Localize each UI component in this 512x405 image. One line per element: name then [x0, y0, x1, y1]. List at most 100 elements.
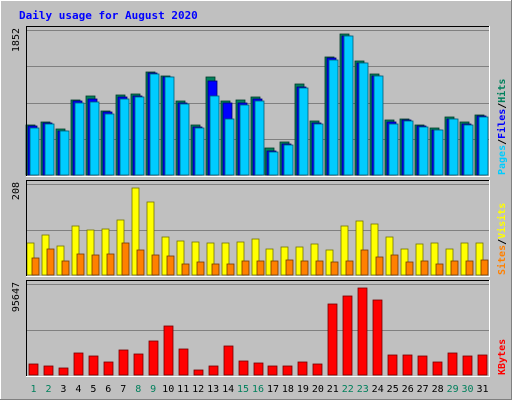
legend-visits_sites: Sites/Visits	[496, 203, 508, 275]
bar-pages-day-21	[328, 59, 339, 176]
legend-entry-files: Files	[496, 109, 508, 139]
bar-visits-day-22	[340, 225, 349, 276]
x-tick-label-day-11: 11	[177, 384, 189, 395]
x-tick-label-day-1: 1	[30, 384, 36, 395]
bar-sites-day-23	[360, 249, 369, 276]
bar-pages-day-15	[239, 104, 250, 176]
bar-sites-day-25	[390, 254, 399, 276]
bar-kbytes-day-4	[73, 352, 84, 376]
bar-pages-day-19	[298, 87, 309, 176]
bar-pages-day-17	[268, 151, 279, 176]
panel-visits_sites: 208 Sites/Visits	[11, 180, 508, 277]
bar-sites-day-26	[405, 261, 414, 276]
legend-separator: /	[497, 103, 508, 109]
x-tick-label-day-4: 4	[75, 384, 81, 395]
y-axis-max-label: 95647	[11, 282, 22, 312]
bar-sites-day-3	[61, 260, 70, 276]
x-tick-label-day-26: 26	[402, 384, 414, 395]
bar-pages-day-22	[343, 35, 354, 176]
bar-kbytes-day-7	[118, 349, 129, 376]
x-tick-label-day-19: 19	[297, 384, 309, 395]
bar-visits-day-4	[71, 225, 80, 276]
bar-kbytes-day-25	[387, 354, 398, 376]
x-tick-label-day-13: 13	[207, 384, 219, 395]
y-axis-max-label: 1852	[11, 28, 22, 52]
bar-pages-day-5	[89, 101, 100, 176]
x-tick-label-day-2: 2	[45, 384, 51, 395]
bar-kbytes-day-22	[342, 295, 353, 376]
bar-visits-day-12	[191, 241, 200, 276]
x-tick-label-day-25: 25	[387, 384, 399, 395]
bar-visits-day-27	[415, 243, 424, 276]
bar-kbytes-day-31	[477, 354, 488, 376]
bar-kbytes-day-3	[58, 367, 69, 376]
bar-pages-day-7	[119, 98, 130, 176]
chart-title: Daily usage for August 2020	[19, 9, 198, 22]
bar-pages-day-29	[448, 118, 459, 176]
bar-visits-day-8	[131, 187, 140, 276]
x-tick-label-day-22: 22	[342, 384, 354, 395]
bar-pages-day-2	[44, 123, 55, 176]
bar-pages-day-9	[149, 73, 160, 176]
bar-pages-day-12	[194, 127, 205, 176]
bar-kbytes-day-1	[28, 363, 39, 376]
bar-sites-day-21	[330, 261, 339, 276]
bar-pages-day-18	[283, 144, 294, 176]
bar-visits-day-31	[475, 242, 484, 276]
bar-pages-day-3	[59, 130, 70, 176]
bar-sites-day-27	[420, 260, 429, 276]
bar-pages-day-16	[254, 100, 265, 176]
bar-kbytes-day-9	[148, 340, 159, 376]
bar-visits-day-30	[460, 242, 469, 276]
bar-kbytes-day-29	[447, 352, 458, 376]
bar-pages-day-26	[403, 120, 414, 176]
bar-kbytes-day-26	[402, 354, 413, 376]
x-tick-label-day-18: 18	[282, 384, 294, 395]
x-tick-label-day-6: 6	[105, 384, 111, 395]
bar-pages-day-25	[388, 123, 399, 176]
bar-sites-day-28	[435, 263, 444, 276]
bar-sites-day-8	[136, 249, 145, 276]
bar-sites-day-6	[106, 253, 115, 276]
legend-entry-hits: Hits	[496, 79, 508, 103]
series-kbytes	[28, 287, 488, 376]
x-tick-label-day-30: 30	[461, 384, 473, 395]
bar-visits-day-20	[310, 243, 319, 276]
bar-pages-day-27	[418, 126, 429, 176]
x-tick-label-day-29: 29	[447, 384, 459, 395]
bar-kbytes-day-5	[88, 355, 99, 376]
bar-pages-day-10	[164, 76, 175, 176]
bar-sites-day-4	[76, 253, 85, 276]
panel-kbytes: 95647 KBytes	[11, 280, 508, 377]
chart-panels: 1852Pages/Files/Hits208Sites/Visits95647…	[11, 26, 508, 377]
bar-sites-day-9	[151, 254, 160, 276]
legend-entry-sites: Sites	[496, 245, 508, 275]
bar-sites-day-5	[91, 254, 100, 276]
bar-pages-day-20	[313, 123, 324, 176]
panel-background	[26, 280, 490, 377]
bar-sites-day-19	[300, 260, 309, 276]
bar-kbytes-day-23	[357, 287, 368, 376]
bar-sites-day-20	[315, 260, 324, 276]
bar-kbytes-day-6	[103, 361, 114, 376]
x-tick-label-day-3: 3	[60, 384, 66, 395]
bar-pages-day-23	[358, 62, 369, 176]
bar-sites-day-30	[465, 260, 474, 276]
legend-entry-pages: Pages	[497, 145, 508, 175]
bar-pages-day-8	[134, 96, 145, 176]
y-axis-max-label: 208	[11, 182, 22, 200]
x-tick-label-day-10: 10	[162, 384, 174, 395]
legend-entry-visits: Visits	[496, 203, 508, 239]
x-tick-label-day-17: 17	[267, 384, 279, 395]
x-tick-label-day-16: 16	[252, 384, 264, 395]
bar-sites-day-24	[375, 256, 384, 276]
series-sites	[31, 242, 489, 276]
bar-visits-day-28	[430, 242, 439, 276]
x-tick-label-day-24: 24	[372, 384, 384, 395]
bar-visits-day-14	[221, 242, 230, 276]
x-tick-label-day-14: 14	[222, 384, 234, 395]
bar-sites-day-10	[166, 255, 175, 276]
bar-kbytes-day-12	[193, 369, 204, 376]
x-tick-label-day-8: 8	[135, 384, 141, 395]
